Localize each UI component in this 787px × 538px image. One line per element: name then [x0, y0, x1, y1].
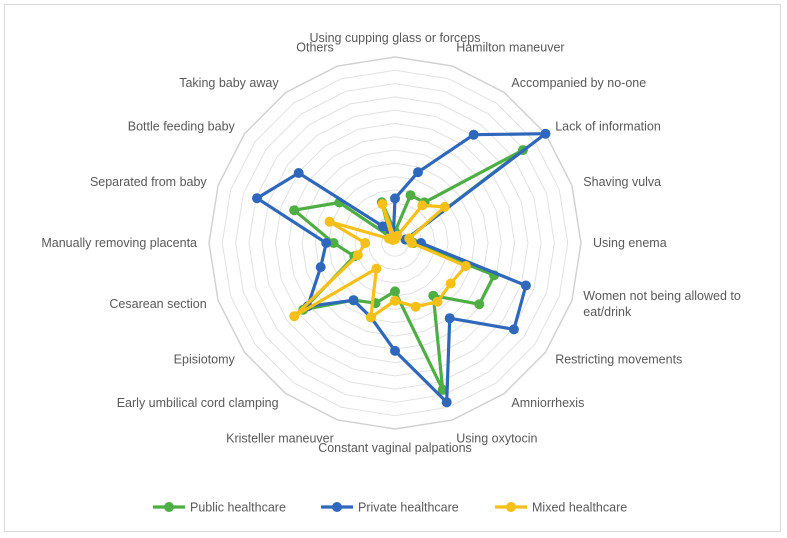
- data-point: [348, 295, 359, 306]
- category-label: eat/drink: [583, 305, 632, 319]
- grid-ring: [274, 122, 516, 364]
- category-label: Hamilton maneuver: [456, 41, 564, 55]
- data-point: [377, 199, 388, 210]
- category-label: Accompanied by no-one: [511, 76, 646, 90]
- data-point: [390, 295, 400, 306]
- category-label: Others: [296, 41, 334, 55]
- data-point: [437, 384, 448, 395]
- legend-item: Public healthcare: [153, 501, 286, 515]
- grid-ring: [301, 149, 489, 337]
- legend-item: Private healthcare: [321, 501, 459, 515]
- data-point: [390, 345, 400, 356]
- legend: Public healthcare Private healthcare Mixed…: [153, 501, 627, 515]
- category-label: Taking baby away: [179, 76, 279, 90]
- data-point: [405, 190, 416, 201]
- data-point: [378, 221, 388, 232]
- category-label: Constant vaginal palpations: [318, 441, 472, 455]
- data-point: [365, 312, 376, 323]
- legend-swatch-dot: [332, 502, 342, 512]
- category-label: Lack of information: [555, 120, 661, 134]
- data-point: [315, 262, 326, 273]
- data-point: [441, 397, 452, 408]
- data-point: [293, 168, 304, 178]
- grid-ring: [261, 109, 529, 377]
- data-point: [474, 299, 485, 310]
- data-point: [445, 278, 456, 289]
- data-point: [540, 128, 551, 139]
- data-point: [289, 311, 300, 322]
- data-point: [360, 238, 371, 248]
- data-point: [371, 263, 382, 274]
- data-point: [460, 261, 471, 271]
- category-label: Using oxytocin: [456, 431, 537, 445]
- data-point: [328, 238, 339, 248]
- category-label: Separated from baby: [90, 175, 207, 189]
- grid: [208, 56, 582, 430]
- legend-label: Public healthcare: [190, 501, 286, 515]
- category-label: Amniorrhexis: [511, 396, 584, 410]
- series-mixed-healthcare: [289, 199, 471, 323]
- grid-ring: [248, 96, 542, 390]
- category-label: Manually removing placenta: [41, 236, 197, 250]
- data-point: [352, 250, 363, 261]
- category-label: Kristeller maneuver: [226, 431, 334, 445]
- data-point: [324, 216, 335, 227]
- category-label: Cesarean section: [109, 297, 206, 311]
- data-point: [252, 193, 262, 204]
- data-point: [321, 238, 332, 248]
- data-point: [432, 296, 443, 307]
- category-label: Using cupping glass or forceps: [310, 31, 481, 45]
- category-label: Women not being allowed to: [583, 289, 741, 303]
- data-point: [406, 238, 417, 248]
- data-point: [410, 301, 421, 312]
- legend-swatch-dot: [164, 502, 174, 512]
- category-label: Using enema: [593, 236, 667, 250]
- series: [252, 128, 551, 408]
- data-point: [390, 193, 400, 204]
- data-point: [387, 235, 398, 245]
- grid-ring: [328, 176, 462, 310]
- legend-swatch-dot: [506, 502, 516, 512]
- grid-ring: [221, 69, 569, 417]
- grid-ring: [208, 56, 582, 430]
- category-label: Restricting movements: [555, 352, 682, 366]
- legend-label: Mixed healthcare: [532, 501, 627, 515]
- category-label: Bottle feeding baby: [128, 120, 236, 134]
- data-point: [417, 200, 428, 211]
- data-point: [444, 313, 455, 324]
- data-point: [289, 205, 300, 216]
- legend-label: Private healthcare: [358, 501, 459, 515]
- grid-ring: [235, 83, 555, 403]
- data-point: [508, 324, 519, 335]
- data-point: [390, 286, 400, 297]
- data-point: [520, 280, 531, 291]
- data-point: [439, 201, 450, 212]
- chart-frame: Using cupping glass or forceps Hamilton m…: [4, 4, 781, 532]
- category-label: Early umbilical cord clamping: [117, 396, 279, 410]
- category-label: Episiotomy: [174, 352, 236, 366]
- data-point: [468, 129, 479, 140]
- legend-item: Mixed healthcare: [495, 501, 627, 515]
- category-label: Shaving vulva: [583, 175, 661, 189]
- data-point: [413, 167, 423, 178]
